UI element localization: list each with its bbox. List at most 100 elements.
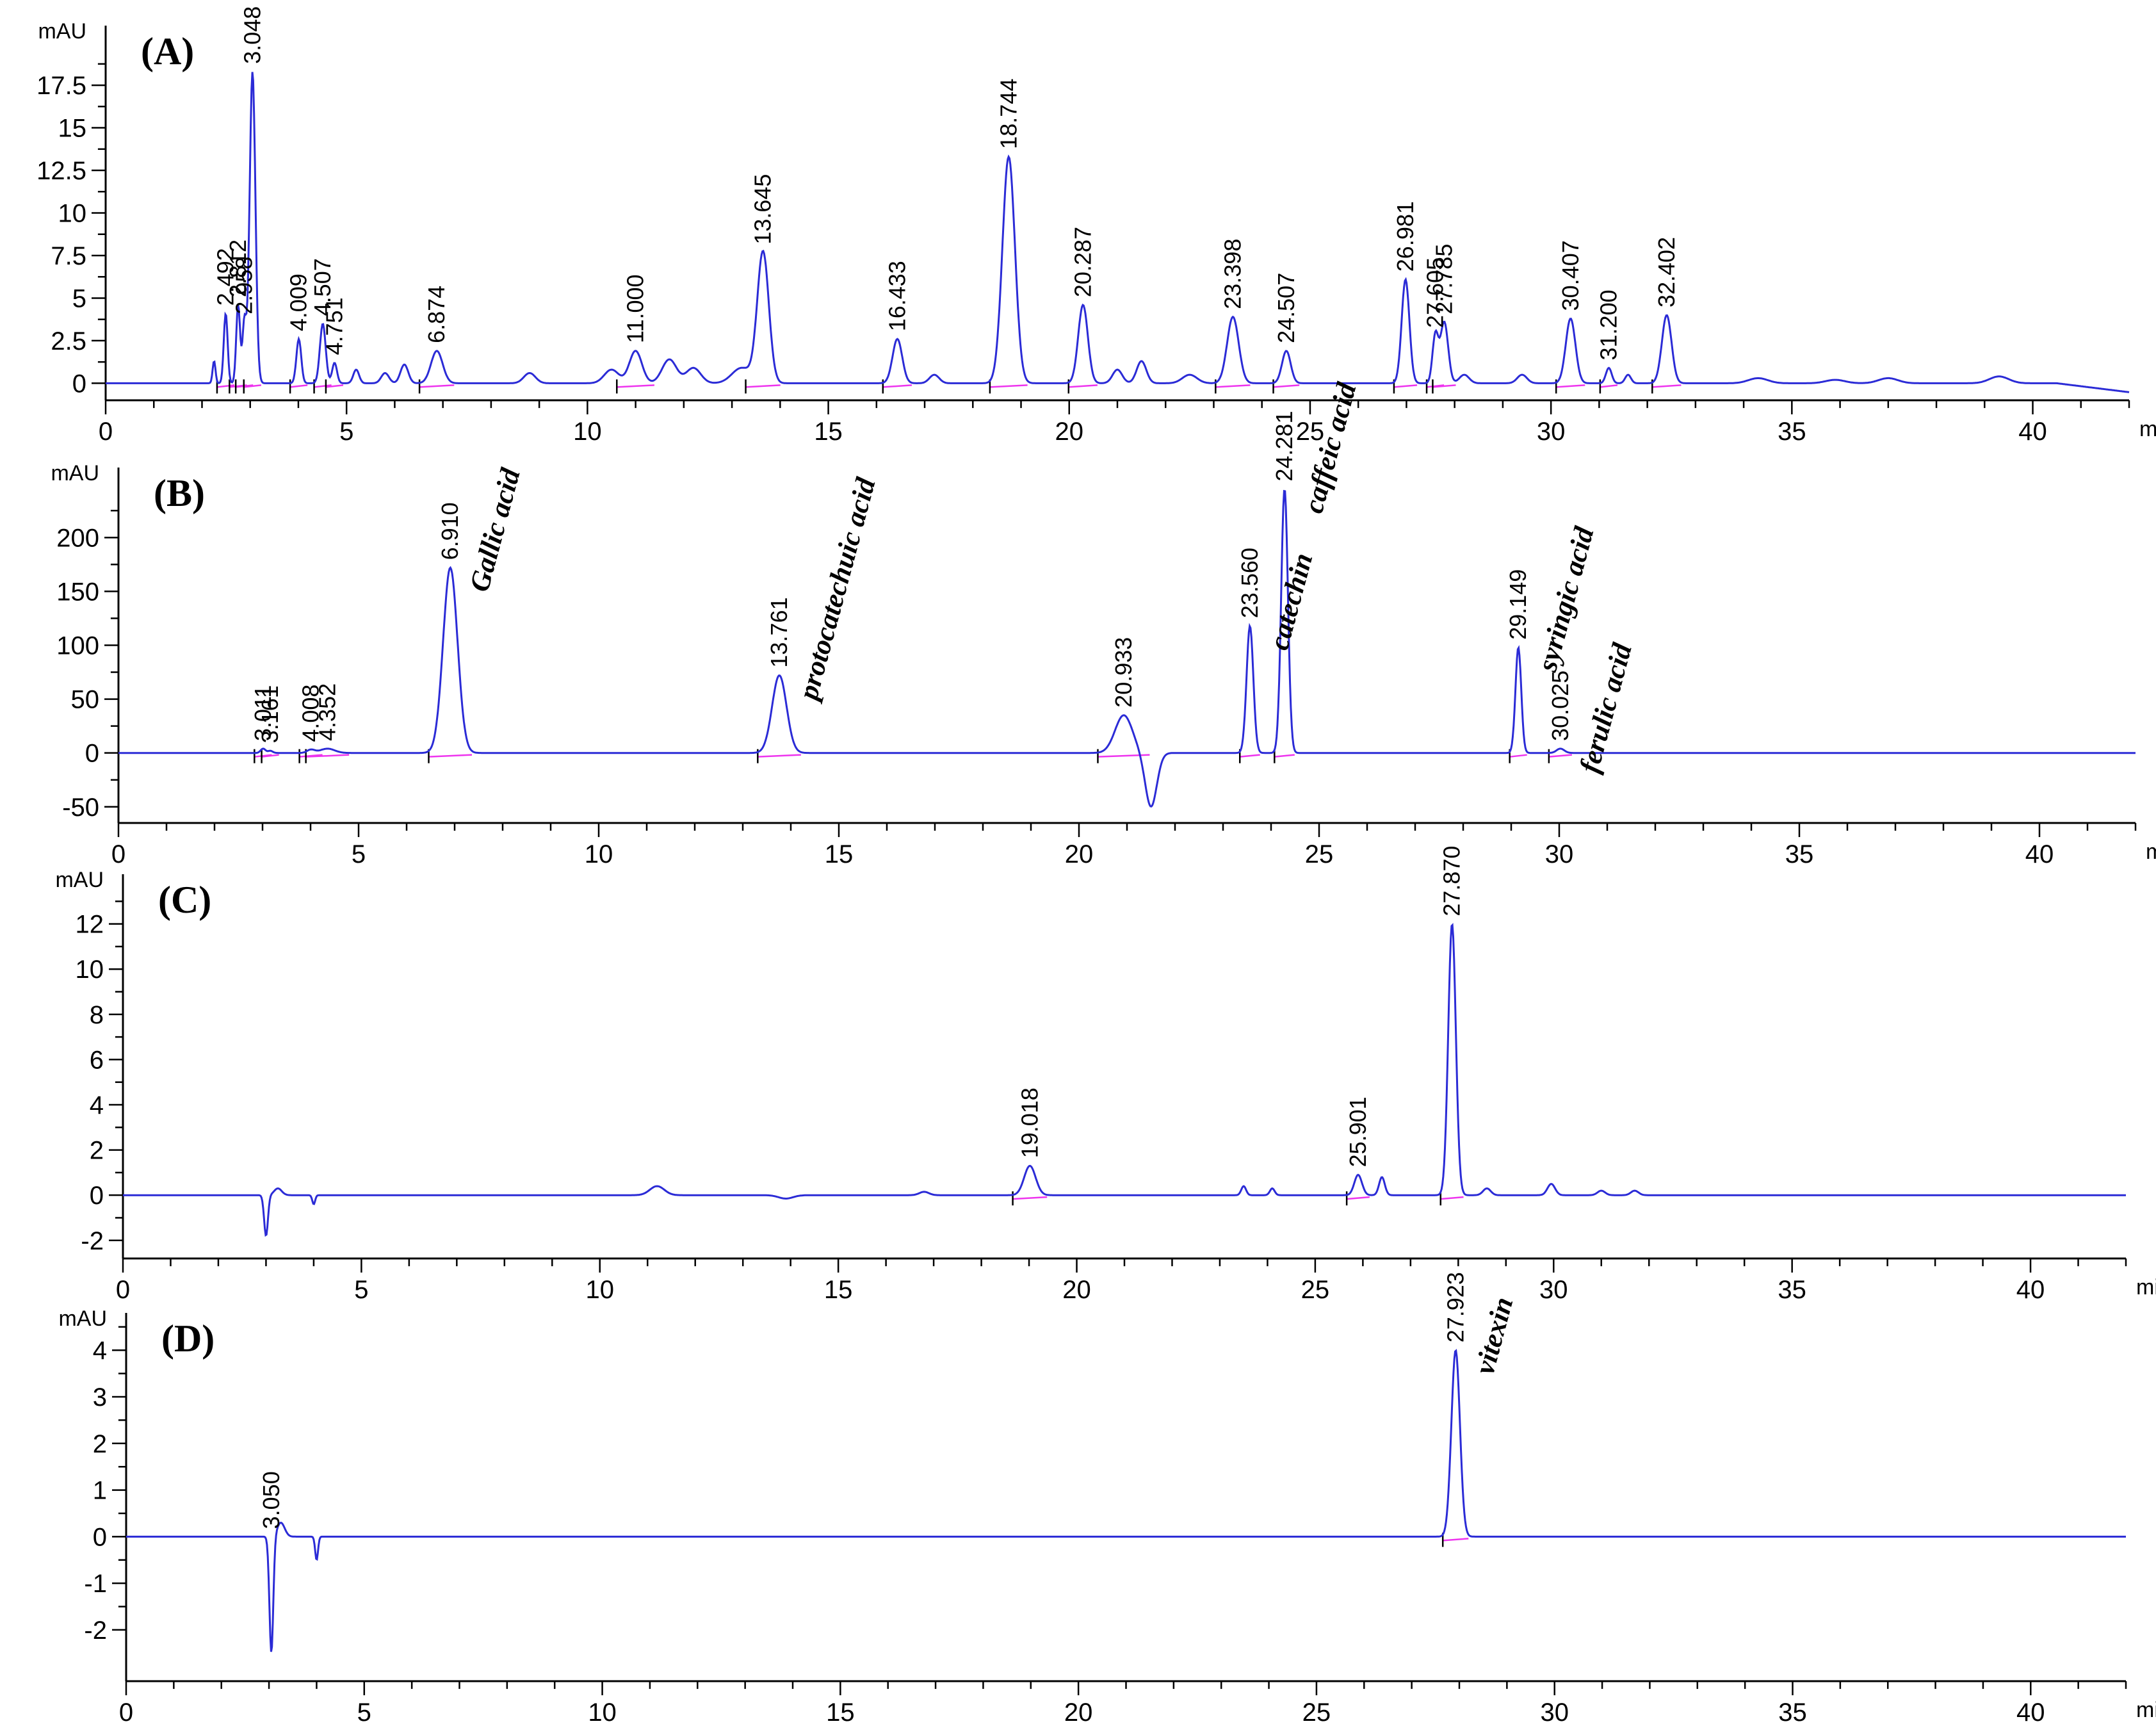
integration-baseline bbox=[261, 754, 279, 758]
y-tick-label: 2.5 bbox=[51, 327, 86, 355]
integration-baseline bbox=[1432, 384, 1456, 388]
x-tick-label: 10 bbox=[585, 840, 613, 868]
integration-baseline bbox=[1509, 754, 1527, 758]
peak-label: 6.910 bbox=[437, 502, 463, 560]
integration-baseline bbox=[758, 754, 801, 758]
peak-label: 30.407 bbox=[1557, 240, 1584, 311]
x-tick-label: 20 bbox=[1064, 1698, 1093, 1726]
y-tick-label: 7.5 bbox=[51, 242, 86, 270]
panel-a: 0 5 10 15 20 25 30 35 40 min 0 2.5 5 7.5 10 12.5 15 17.5 m… bbox=[36, 6, 2156, 446]
x-tick-label: 40 bbox=[2016, 1276, 2045, 1304]
x-tick-label: 5 bbox=[357, 1698, 371, 1726]
x-tick-label: 10 bbox=[588, 1698, 617, 1726]
x-axis-unit: mir bbox=[2136, 1698, 2156, 1722]
integration-baseline bbox=[1440, 1196, 1464, 1200]
x-tick-label: 0 bbox=[119, 1698, 133, 1726]
integration-baseline bbox=[1240, 754, 1260, 758]
peak-label: 13.761 bbox=[766, 597, 792, 667]
integration-baseline bbox=[745, 384, 781, 388]
integration-baseline bbox=[1393, 384, 1418, 388]
x-tick-label: 30 bbox=[1545, 840, 1574, 868]
peak-label: 20.287 bbox=[1069, 227, 1096, 297]
y-tick-label: 17.5 bbox=[36, 72, 86, 100]
peak-label: 2.492 bbox=[212, 248, 238, 305]
x-tick-label: 25 bbox=[1302, 1698, 1331, 1726]
integration-baseline bbox=[1556, 384, 1585, 388]
y-tick-label: 1 bbox=[93, 1477, 107, 1505]
peak-label: 27.923 bbox=[1442, 1272, 1468, 1342]
chromatogram-trace bbox=[106, 72, 2130, 393]
y-tick-label: 0 bbox=[85, 740, 99, 768]
y-tick-label: 15 bbox=[58, 115, 87, 143]
x-axis-unit: min bbox=[2139, 417, 2156, 441]
integration-baseline bbox=[1274, 754, 1295, 758]
x-tick-label: 15 bbox=[824, 1276, 853, 1304]
peak-label: 2.958 bbox=[231, 257, 257, 314]
integration-baseline bbox=[243, 384, 262, 388]
panel-label: (D) bbox=[161, 1317, 215, 1360]
x-tick-label: 10 bbox=[573, 418, 602, 446]
y-axis-unit: mAU bbox=[51, 461, 99, 485]
y-axis-unit: mAU bbox=[55, 868, 104, 892]
x-tick-label: 0 bbox=[111, 840, 126, 868]
integration-baseline bbox=[289, 384, 308, 388]
peak-label: 2.812 bbox=[225, 240, 251, 297]
peak-label: 11.000 bbox=[622, 274, 649, 343]
peak-label: 3.050 bbox=[258, 1471, 284, 1529]
peak-label: 18.744 bbox=[995, 79, 1021, 149]
integration-baseline bbox=[1652, 384, 1682, 388]
peak-label: 29.149 bbox=[1505, 569, 1531, 640]
integration-baseline bbox=[1347, 1196, 1370, 1200]
x-tick-label: 35 bbox=[1778, 418, 1806, 446]
x-axis-unit: mir bbox=[2146, 840, 2156, 864]
y-tick-label: 2 bbox=[90, 1137, 104, 1165]
compound-label: vitexin bbox=[1469, 1294, 1520, 1378]
y-tick-label: 150 bbox=[56, 578, 99, 606]
peak-label: 4.008 bbox=[298, 685, 324, 742]
y-tick-label: 50 bbox=[71, 686, 100, 714]
y-tick-label: 5 bbox=[72, 284, 86, 313]
y-tick-label: 4 bbox=[90, 1091, 104, 1119]
integration-baseline bbox=[1012, 1196, 1048, 1200]
peak-label: 26.981 bbox=[1392, 201, 1418, 272]
integration-baseline bbox=[1273, 384, 1300, 388]
y-tick-label: 100 bbox=[56, 632, 99, 660]
y-tick-label: 12.5 bbox=[36, 157, 86, 185]
x-tick-label: 15 bbox=[826, 1698, 855, 1726]
integration-baseline bbox=[305, 754, 350, 758]
x-tick-label: 25 bbox=[1301, 1276, 1330, 1304]
x-tick-label: 20 bbox=[1062, 1276, 1091, 1304]
y-tick-label: -2 bbox=[84, 1616, 107, 1645]
panel-b: 0510152025303540mir-50050100150200mAU(B)… bbox=[51, 379, 2156, 868]
y-axis-unit: mAU bbox=[38, 19, 86, 44]
panel-d: 0 5 10 15 20 25 30 35 40 mir -2 -1 0 1 2 3 4 mAU (D) 3.050 2… bbox=[58, 1272, 2156, 1726]
x-tick-label: 40 bbox=[2025, 840, 2054, 868]
x-tick-label: 5 bbox=[352, 840, 366, 868]
integration-baseline bbox=[1443, 1538, 1469, 1542]
integration-baseline bbox=[1098, 754, 1150, 758]
integration-baseline bbox=[617, 384, 655, 388]
peak-label: 24.507 bbox=[1273, 273, 1299, 343]
x-axis-unit: min bbox=[2136, 1275, 2156, 1299]
y-tick-label: 8 bbox=[90, 1001, 104, 1029]
x-tick-label: 0 bbox=[116, 1276, 130, 1304]
peak-label: 20.933 bbox=[1110, 637, 1137, 708]
x-tick-label: 0 bbox=[99, 418, 113, 446]
x-tick-label: 30 bbox=[1540, 1698, 1569, 1726]
y-tick-label: 6 bbox=[90, 1046, 104, 1074]
y-tick-label: 4 bbox=[93, 1337, 107, 1365]
x-tick-label: 25 bbox=[1296, 418, 1325, 446]
peak-label: 4.352 bbox=[314, 683, 340, 741]
x-tick-label: 10 bbox=[586, 1276, 615, 1304]
y-tick-label: 2 bbox=[93, 1430, 107, 1458]
y-tick-label: -1 bbox=[84, 1570, 107, 1598]
compound-label: protocatechuic acid bbox=[791, 474, 882, 705]
peak-label: 27.870 bbox=[1439, 846, 1465, 916]
x-tick-label: 40 bbox=[2016, 1698, 2045, 1726]
peak-label: 30.025 bbox=[1547, 671, 1573, 741]
x-tick-label: 35 bbox=[1778, 1698, 1807, 1726]
peak-label: 16.433 bbox=[884, 261, 910, 331]
peak-label: 23.560 bbox=[1236, 548, 1263, 618]
y-tick-label: 0 bbox=[93, 1523, 107, 1551]
peak-label: 13.645 bbox=[750, 174, 776, 245]
